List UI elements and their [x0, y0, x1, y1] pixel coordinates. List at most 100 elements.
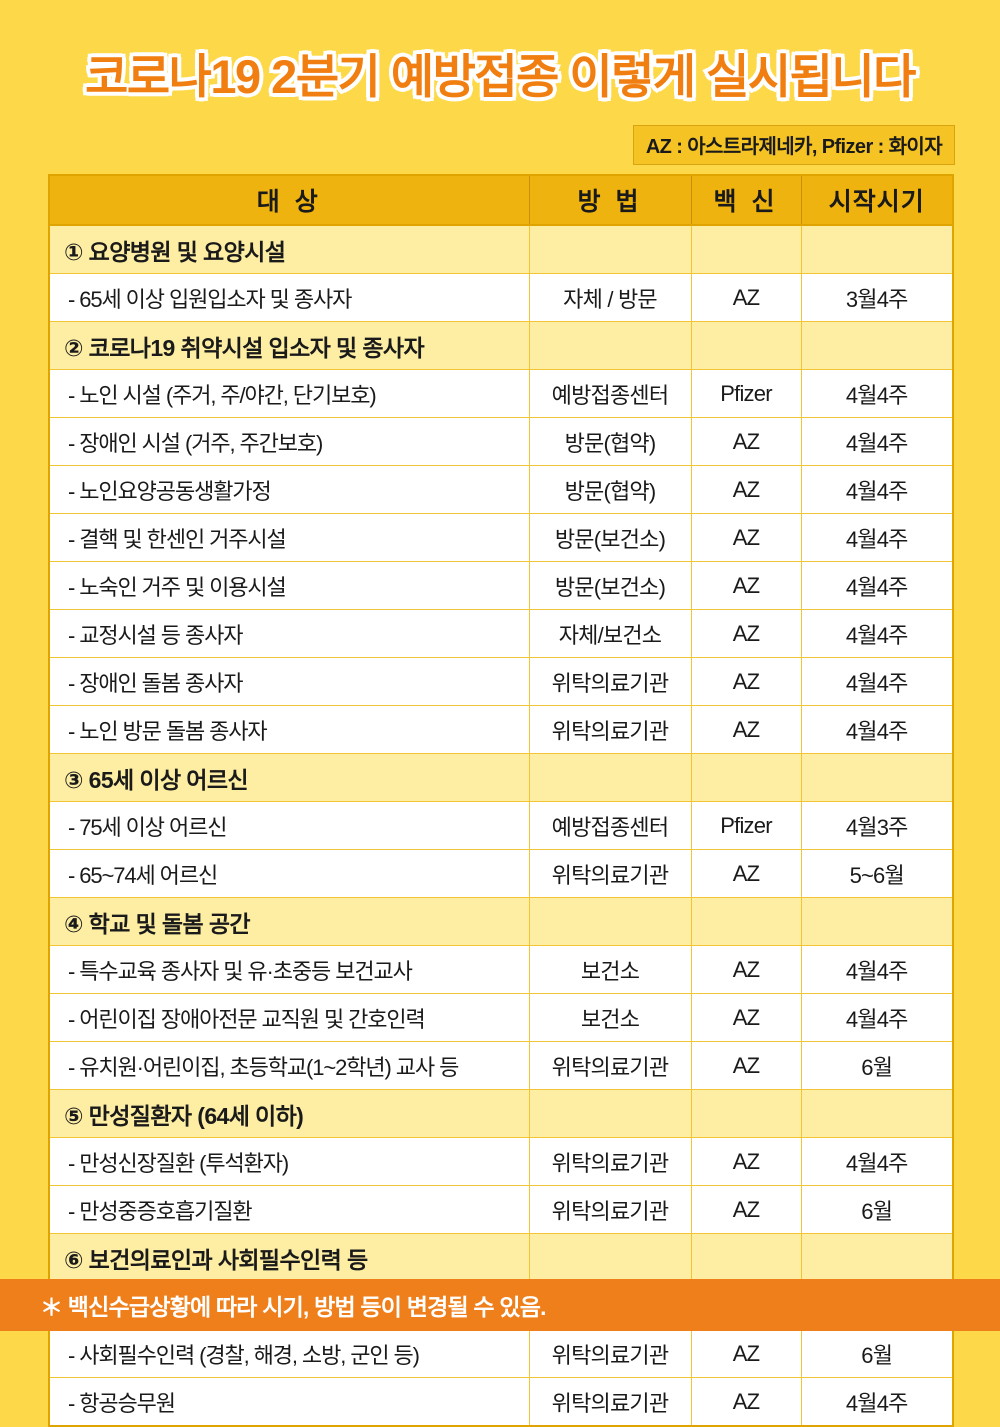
- table-row: - 교정시설 등 종사자 자체/보건소 AZ 4월4주: [49, 609, 953, 658]
- cell-start: 4월4주: [801, 369, 953, 418]
- cell-start: 4월4주: [801, 561, 953, 610]
- cell-target: - 노인 방문 돌봄 종사자: [49, 705, 530, 754]
- section-row: ① 요양병원 및 요양시설: [49, 225, 953, 274]
- vaccine-legend: AZ : 아스트라제네카, Pfizer : 화이자: [632, 125, 955, 165]
- cell-start: 6월: [801, 1329, 953, 1378]
- table-row: - 어린이집 장애아전문 교직원 및 간호인력 보건소 AZ 4월4주: [49, 993, 953, 1042]
- footer-note: ＊ 백신수급상황에 따라 시기, 방법 등이 변경될 수 있음.: [40, 1294, 546, 1320]
- cell-vaccine: AZ: [691, 1137, 802, 1186]
- table-row: - 노인 시설 (주거, 주/야간, 단기보호) 예방접종센터 Pfizer 4월4주: [49, 369, 953, 418]
- cell-start: [801, 753, 953, 802]
- cell-method: 자체 / 방문: [529, 273, 692, 322]
- cell-method: 위탁의료기관: [529, 1137, 692, 1186]
- cell-start: [801, 1233, 953, 1282]
- cell-start: 5~6월: [801, 849, 953, 898]
- cell-target: - 만성신장질환 (투석환자): [49, 1137, 530, 1186]
- cell-target: ④ 학교 및 돌봄 공간: [49, 897, 530, 946]
- cell-method: [529, 753, 692, 802]
- cell-start: 4월4주: [801, 657, 953, 706]
- cell-method: 예방접종센터: [529, 801, 692, 850]
- table-row: - 노인요양공동생활가정 방문(협약) AZ 4월4주: [49, 465, 953, 514]
- legend-row: AZ : 아스트라제네카, Pfizer : 화이자: [0, 125, 1000, 165]
- cell-vaccine: AZ: [691, 1185, 802, 1234]
- cell-start: 4월3주: [801, 801, 953, 850]
- cell-vaccine: [691, 225, 802, 274]
- cell-start: [801, 1089, 953, 1138]
- cell-target: - 노인요양공동생활가정: [49, 465, 530, 514]
- cell-start: 4월4주: [801, 417, 953, 466]
- cell-target: - 유치원·어린이집, 초등학교(1~2학년) 교사 등: [49, 1041, 530, 1090]
- section-row: ⑤ 만성질환자 (64세 이하): [49, 1089, 953, 1138]
- table-row: - 결핵 및 한센인 거주시설 방문(보건소) AZ 4월4주: [49, 513, 953, 562]
- cell-start: 3월4주: [801, 273, 953, 322]
- table-row: - 만성중증호흡기질환 위탁의료기관 AZ 6월: [49, 1185, 953, 1234]
- cell-vaccine: AZ: [691, 705, 802, 754]
- schedule-table-wrap: 대 상 방 법 백 신 시작시기 ① 요양병원 및 요양시설 - 65세 이상 입…: [48, 174, 954, 1427]
- cell-target: - 장애인 시설 (거주, 주간보호): [49, 417, 530, 466]
- cell-target: - 결핵 및 한센인 거주시설: [49, 513, 530, 562]
- cell-method: 위탁의료기관: [529, 1041, 692, 1090]
- cell-vaccine: AZ: [691, 273, 802, 322]
- cell-vaccine: AZ: [691, 1041, 802, 1090]
- cell-method: 위탁의료기관: [529, 1185, 692, 1234]
- table-body: ① 요양병원 및 요양시설 - 65세 이상 입원입소자 및 종사자 자체 / 방문…: [49, 225, 953, 1426]
- cell-method: 방문(보건소): [529, 513, 692, 562]
- cell-target: - 어린이집 장애아전문 교직원 및 간호인력: [49, 993, 530, 1042]
- cell-vaccine: [691, 753, 802, 802]
- title-banner: 코로나19 2분기 예방접종 이렇게 실시됩니다: [0, 0, 1000, 107]
- cell-vaccine: [691, 1233, 802, 1282]
- cell-target: ② 코로나19 취약시설 입소자 및 종사자: [49, 321, 530, 370]
- column-header-method: 방 법: [529, 175, 692, 226]
- cell-method: 위탁의료기관: [529, 1329, 692, 1378]
- cell-start: [801, 225, 953, 274]
- cell-start: 6월: [801, 1185, 953, 1234]
- cell-vaccine: AZ: [691, 657, 802, 706]
- cell-method: 위탁의료기관: [529, 1377, 692, 1426]
- cell-target: - 노인 시설 (주거, 주/야간, 단기보호): [49, 369, 530, 418]
- table-row: - 65~74세 어르신 위탁의료기관 AZ 5~6월: [49, 849, 953, 898]
- table-row: - 장애인 시설 (거주, 주간보호) 방문(협약) AZ 4월4주: [49, 417, 953, 466]
- cell-start: 4월4주: [801, 513, 953, 562]
- page-title: 코로나19 2분기 예방접종 이렇게 실시됩니다: [82, 47, 920, 107]
- cell-target: ① 요양병원 및 요양시설: [49, 225, 530, 274]
- cell-method: 위탁의료기관: [529, 657, 692, 706]
- cell-method: 보건소: [529, 945, 692, 994]
- cell-method: 자체/보건소: [529, 609, 692, 658]
- cell-method: 방문(협약): [529, 417, 692, 466]
- cell-vaccine: AZ: [691, 417, 802, 466]
- cell-start: 4월4주: [801, 705, 953, 754]
- section-row: ③ 65세 이상 어르신: [49, 753, 953, 802]
- cell-vaccine: Pfizer: [691, 801, 802, 850]
- cell-method: 예방접종센터: [529, 369, 692, 418]
- table-row: - 사회필수인력 (경찰, 해경, 소방, 군인 등) 위탁의료기관 AZ 6월: [49, 1329, 953, 1378]
- cell-method: [529, 897, 692, 946]
- cell-vaccine: [691, 321, 802, 370]
- cell-start: [801, 897, 953, 946]
- footer-bar: ＊ 백신수급상황에 따라 시기, 방법 등이 변경될 수 있음.: [0, 1279, 1000, 1331]
- cell-vaccine: [691, 1089, 802, 1138]
- cell-vaccine: AZ: [691, 465, 802, 514]
- cell-start: 6월: [801, 1041, 953, 1090]
- cell-start: 4월4주: [801, 609, 953, 658]
- section-row: ④ 학교 및 돌봄 공간: [49, 897, 953, 946]
- cell-vaccine: AZ: [691, 609, 802, 658]
- column-header-target: 대 상: [49, 175, 530, 226]
- cell-target: - 특수교육 종사자 및 유·초중등 보건교사: [49, 945, 530, 994]
- cell-method: [529, 225, 692, 274]
- cell-target: ⑤ 만성질환자 (64세 이하): [49, 1089, 530, 1138]
- cell-target: - 만성중증호흡기질환: [49, 1185, 530, 1234]
- cell-target: - 사회필수인력 (경찰, 해경, 소방, 군인 등): [49, 1329, 530, 1378]
- cell-vaccine: AZ: [691, 1329, 802, 1378]
- cell-vaccine: [691, 897, 802, 946]
- cell-method: 보건소: [529, 993, 692, 1042]
- cell-vaccine: AZ: [691, 561, 802, 610]
- section-row: ⑥ 보건의료인과 사회필수인력 등: [49, 1233, 953, 1282]
- cell-target: - 65세 이상 입원입소자 및 종사자: [49, 273, 530, 322]
- cell-vaccine: AZ: [691, 945, 802, 994]
- cell-method: 위탁의료기관: [529, 849, 692, 898]
- cell-vaccine: AZ: [691, 993, 802, 1042]
- cell-target: - 교정시설 등 종사자: [49, 609, 530, 658]
- table-row: - 노인 방문 돌봄 종사자 위탁의료기관 AZ 4월4주: [49, 705, 953, 754]
- cell-target: - 65~74세 어르신: [49, 849, 530, 898]
- table-row: - 75세 이상 어르신 예방접종센터 Pfizer 4월3주: [49, 801, 953, 850]
